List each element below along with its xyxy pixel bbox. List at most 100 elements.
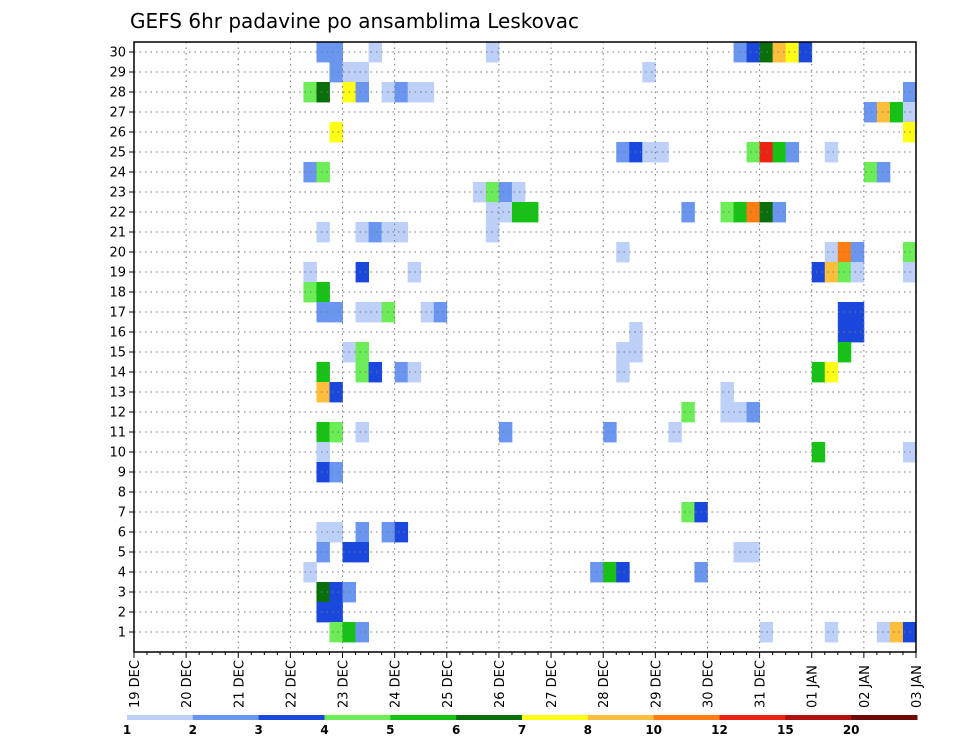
y-tick-label: 21 xyxy=(109,226,126,241)
legend-swatch xyxy=(851,715,918,720)
x-tick-label: 19 DEC xyxy=(128,660,143,708)
heatmap-cell xyxy=(824,622,839,643)
heatmap-cell xyxy=(355,522,369,543)
legend-label: 7 xyxy=(518,723,526,737)
heatmap-cell xyxy=(407,262,422,283)
heatmap-cell xyxy=(785,42,800,63)
color-legend: 1 2 3 4 5 6 7 8 10 12 15 20 xyxy=(123,715,918,737)
heatmap-cell xyxy=(407,362,422,383)
legend-label: 4 xyxy=(320,723,328,737)
heatmap-cell xyxy=(811,262,826,283)
heatmap-cell xyxy=(329,462,343,483)
legend-label: 20 xyxy=(843,723,860,737)
y-tick-label: 18 xyxy=(109,286,126,301)
x-tick-label: 02 JAN xyxy=(858,665,873,708)
heatmap-cell xyxy=(824,242,839,263)
plot-frame xyxy=(133,41,917,653)
heatmap-cell xyxy=(876,622,891,643)
legend-label: 10 xyxy=(645,723,662,737)
y-tick-label: 27 xyxy=(109,106,126,121)
heatmap-cell xyxy=(759,42,774,63)
x-tick-label: 01 JAN xyxy=(806,665,821,708)
heatmap-cell xyxy=(759,622,774,643)
x-tick-label: 23 DEC xyxy=(337,660,352,708)
y-tick-label: 23 xyxy=(109,186,126,201)
y-tick-label: 17 xyxy=(109,306,126,321)
heatmap-cell xyxy=(355,262,369,283)
heatmap-cell xyxy=(394,362,409,383)
y-tick-label: 8 xyxy=(118,486,126,501)
heatmap-cell xyxy=(355,62,369,83)
heatmap-cell xyxy=(329,622,343,643)
y-tick-label: 11 xyxy=(109,426,126,441)
heatmap-cell xyxy=(498,182,513,203)
heatmap-cell xyxy=(746,542,760,563)
heatmap-cells xyxy=(303,42,917,643)
y-tick-label: 22 xyxy=(109,206,126,221)
heatmap-cell xyxy=(316,362,330,383)
heatmap-cell xyxy=(316,602,330,623)
heatmap-cell xyxy=(329,522,343,543)
heatmap-cell xyxy=(850,262,865,283)
heatmap-cell xyxy=(616,362,630,383)
heatmap-cell xyxy=(355,422,369,443)
heatmap-cell xyxy=(355,302,369,323)
heatmap-cell xyxy=(316,222,330,243)
heatmap-cell xyxy=(681,502,695,523)
heatmap-cell xyxy=(681,402,695,423)
heatmap-cell xyxy=(850,322,865,343)
heatmap-cell xyxy=(420,82,435,103)
heatmap-cell xyxy=(889,102,904,123)
heatmap-cell xyxy=(642,142,656,163)
legend-swatch xyxy=(258,715,325,720)
x-tick-label: 22 DEC xyxy=(284,660,299,708)
y-tick-label: 4 xyxy=(118,566,126,581)
heatmap-cell xyxy=(772,142,787,163)
heatmap-cell xyxy=(759,142,774,163)
heatmap-cell xyxy=(498,202,513,223)
heatmap-cell xyxy=(316,582,330,603)
heatmap-cell xyxy=(329,42,343,63)
legend-label: 3 xyxy=(254,723,262,737)
heatmap-cell xyxy=(720,202,734,223)
x-tick-label: 24 DEC xyxy=(389,660,404,708)
heatmap-cell xyxy=(316,542,330,563)
heatmap-cell xyxy=(811,362,826,383)
heatmap-cell xyxy=(498,422,513,443)
heatmap-cell xyxy=(316,162,330,183)
heatmap-cell xyxy=(511,202,526,223)
heatmap-cell xyxy=(329,422,343,443)
heatmap-cell xyxy=(316,302,330,323)
heatmap-cell xyxy=(616,342,630,363)
y-tick-label: 5 xyxy=(118,546,126,561)
y-tick-label: 9 xyxy=(118,466,126,481)
y-tick-label: 3 xyxy=(118,586,126,601)
heatmap-cell xyxy=(876,102,891,123)
heatmap-cell xyxy=(824,362,839,383)
legend-label: 8 xyxy=(584,723,592,737)
legend-swatch xyxy=(192,715,260,720)
heatmap-cell xyxy=(746,202,760,223)
heatmap-cell xyxy=(316,82,330,103)
heatmap-cell xyxy=(368,42,383,63)
y-tick-label: 19 xyxy=(109,266,126,281)
heatmap-cell xyxy=(616,142,630,163)
heatmap-cell xyxy=(772,202,787,223)
heatmap-cell xyxy=(329,602,343,623)
heatmap-cell xyxy=(603,422,617,443)
y-tick-label: 14 xyxy=(109,366,126,381)
y-tick-label: 12 xyxy=(109,406,126,421)
legend-swatch xyxy=(719,715,786,720)
heatmap-cell xyxy=(316,42,330,63)
y-tick-label: 29 xyxy=(109,66,126,81)
heatmap-cell xyxy=(355,82,369,103)
legend-label: 15 xyxy=(777,723,794,737)
heatmap-cell xyxy=(850,302,865,323)
heatmap-cell xyxy=(668,422,682,443)
heatmap-cell xyxy=(355,222,369,243)
heatmap-cell xyxy=(889,622,904,643)
legend-swatch xyxy=(785,715,852,720)
heatmap-cell xyxy=(511,182,526,203)
heatmap-cell xyxy=(863,102,878,123)
